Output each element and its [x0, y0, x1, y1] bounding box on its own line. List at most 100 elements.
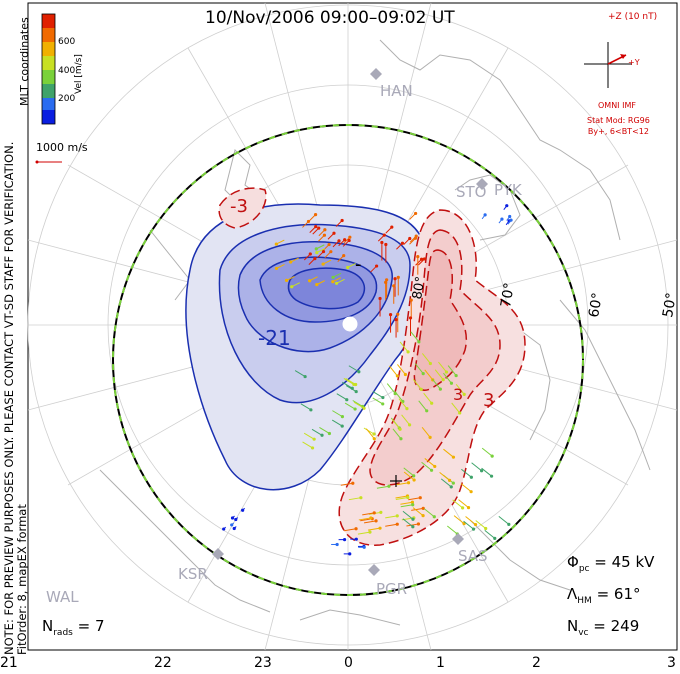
- velocity-vector-origin: [340, 424, 344, 428]
- velocity-vector-origin: [335, 542, 339, 547]
- velocity-vector: [399, 341, 409, 353]
- velocity-vector-origin: [331, 275, 335, 279]
- fitorder-note: FitOrder: 8, mapEX format: [15, 504, 29, 655]
- station-ksr: KSR: [178, 565, 208, 583]
- velocity-vector-origin: [313, 257, 317, 261]
- velocity-vector-origin: [381, 395, 385, 400]
- velocity-vector-origin: [284, 278, 289, 282]
- nrads-subscript: rads: [53, 628, 73, 638]
- velocity-vector: [342, 381, 353, 389]
- velocity-vector: [412, 379, 422, 390]
- velocity-vector: [302, 441, 313, 449]
- mlt-tick-3: 3: [667, 655, 676, 671]
- velocity-vector-origin: [369, 516, 373, 520]
- velocity-vector: [400, 504, 413, 508]
- velocity-vector-origin: [417, 340, 421, 344]
- velocity-vector-origin: [390, 225, 394, 229]
- velocity-vector-origin: [462, 392, 466, 396]
- velocity-vector-origin: [374, 519, 378, 523]
- lambda-value: = 61°: [596, 585, 641, 603]
- velocity-vector-origin: [368, 530, 372, 534]
- velocity-vector: [451, 402, 461, 414]
- velocity-vector-origin: [419, 257, 424, 261]
- colorbar-tick-200: 200: [58, 94, 76, 104]
- velocity-vector-origin: [421, 372, 425, 376]
- velocity-vector-origin: [428, 361, 432, 366]
- velocity-vector-origin: [408, 236, 412, 241]
- velocity-vector-origin: [314, 225, 318, 229]
- contour-label-center: -: [355, 254, 362, 275]
- station-han: HAN: [380, 82, 413, 100]
- velocity-vector-origin: [416, 255, 420, 259]
- velocity-vector: [447, 365, 457, 376]
- velocity-vector-origin: [411, 517, 415, 521]
- velocity-vector-origin: [471, 527, 476, 531]
- phi-subscript: pc: [578, 564, 590, 574]
- velocity-vector: [362, 512, 375, 516]
- velocity-vector-origin: [418, 496, 422, 500]
- stat-n-vc: Nvc = 249: [567, 617, 639, 638]
- velocity-vector: [439, 471, 450, 481]
- velocity-vector: [453, 515, 465, 525]
- velocity-vector: [423, 392, 433, 404]
- hm-boundary-dashes: [112, 124, 584, 596]
- velocity-vector: [391, 418, 401, 430]
- velocity-vector-origin: [327, 431, 332, 436]
- velocity-vector: [372, 391, 384, 398]
- velocity-vector-origin: [410, 500, 414, 504]
- velocity-vector-origin: [451, 455, 456, 459]
- velocity-vector-origin: [416, 522, 421, 526]
- velocity-vector: [363, 427, 375, 435]
- velocity-vector-origin: [406, 495, 410, 500]
- velocity-vector-origin: [406, 481, 411, 485]
- velocity-vector: [311, 428, 323, 436]
- velocity-vector-origin: [507, 522, 511, 527]
- velocity-vector-origin: [422, 257, 427, 261]
- stat-lambda-hm: ΛHM = 61°: [567, 585, 641, 606]
- velocity-vector-origin: [466, 506, 471, 510]
- velocity-vector-origin: [379, 510, 383, 514]
- velocity-vector: [395, 495, 408, 499]
- velocity-vector-origin: [354, 527, 358, 531]
- velocity-vector-origin: [374, 264, 379, 268]
- stat-model-block: Stat Mod: RG96 By+, 6<BT<12: [587, 115, 650, 137]
- velocity-vector-origin: [411, 525, 415, 529]
- velocity-vector: [401, 414, 410, 426]
- velocity-vector: [402, 518, 414, 528]
- velocity-vector: [440, 478, 452, 488]
- velocity-vector: [398, 398, 408, 409]
- velocity-vector-origin: [469, 475, 473, 479]
- velocity-scale-label: 1000 m/s: [36, 141, 88, 154]
- velocity-vector: [408, 497, 421, 501]
- velocity-vector: [352, 400, 364, 407]
- velocity-vector-origin: [421, 506, 425, 510]
- velocity-vector-origin: [399, 437, 403, 441]
- velocity-vector-origin: [315, 283, 319, 287]
- velocity-vector-origin: [340, 218, 344, 223]
- velocity-vector: [385, 515, 398, 519]
- velocity-vector-origin: [362, 545, 366, 549]
- velocity-vector: [372, 397, 383, 405]
- velocity-vector: [475, 520, 487, 529]
- velocity-vector-origin: [353, 407, 357, 411]
- imf-source-label: OMNI IMF: [598, 101, 636, 110]
- velocity-vector: [402, 510, 414, 520]
- velocity-vector-origin: [490, 454, 494, 458]
- velocity-vector-origin: [433, 464, 437, 469]
- velocity-vector-origin: [314, 247, 318, 251]
- colorbar-title: Vel [m/s]: [74, 54, 84, 94]
- velocity-vector-origin: [310, 446, 315, 450]
- velocity-vector-origin: [408, 316, 413, 320]
- velocity-vector-origin: [444, 370, 449, 374]
- velocity-vector-origin: [484, 526, 488, 531]
- velocity-vector-origin: [393, 391, 397, 396]
- station-sto: STO: [456, 183, 487, 201]
- velocity-vector-origin: [274, 266, 279, 271]
- velocity-vector-origin: [396, 312, 400, 316]
- velocity-vector: [386, 383, 396, 394]
- velocity-vector: [388, 365, 398, 377]
- velocity-vector: [363, 520, 377, 524]
- velocity-vector-origin: [315, 251, 319, 255]
- velocity-vector-origin: [480, 469, 484, 473]
- lambda-subscript: HM: [577, 596, 592, 606]
